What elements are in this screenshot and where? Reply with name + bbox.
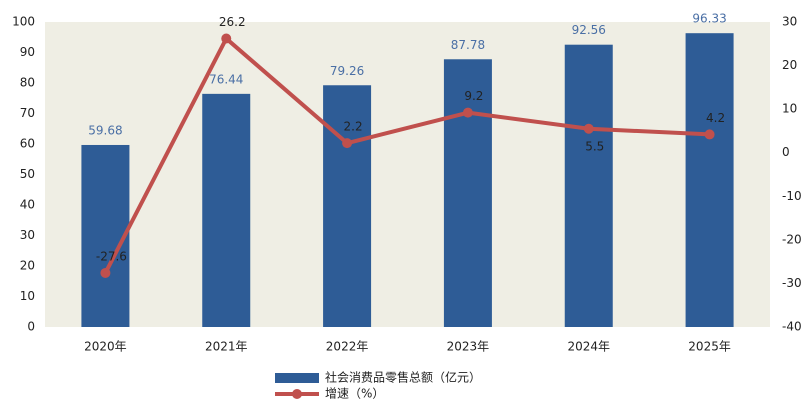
y2-tick-label: 10 [782, 102, 797, 116]
y2-tick-label: 20 [782, 58, 797, 72]
x-tick-label: 2023年 [447, 340, 490, 354]
bar [685, 33, 734, 327]
line-point [462, 107, 473, 118]
y2-tick-label: -40 [782, 320, 802, 334]
x-tick-label: 2021年 [205, 340, 248, 354]
x-tick-label: 2024年 [567, 340, 610, 354]
line-value-label: 4.2 [706, 111, 725, 125]
bar-value-label: 92.56 [572, 23, 606, 37]
plot-area [45, 22, 770, 327]
x-tick-label: 2020年 [84, 340, 127, 354]
y-tick-label: 0 [27, 320, 35, 334]
line-point [342, 138, 353, 149]
y2-tick-label: 30 [782, 15, 797, 29]
bar [323, 85, 372, 328]
legend-swatch [275, 373, 319, 383]
bar [443, 59, 492, 328]
y2-tick-label: -10 [782, 189, 802, 203]
y2-tick-label: -30 [782, 276, 802, 290]
y-tick-label: 20 [20, 259, 35, 273]
bar [202, 93, 251, 327]
y-tick-label: 70 [20, 106, 35, 120]
bar-value-label: 87.78 [451, 38, 485, 52]
x-tick-label: 2022年 [326, 340, 369, 354]
y-tick-label: 40 [20, 198, 35, 212]
legend-marker [292, 389, 302, 399]
legend-label: 社会消费品零售总额（亿元） [325, 370, 481, 385]
y-tick-label: 90 [20, 45, 35, 59]
y-tick-label: 80 [20, 76, 35, 90]
x-tick-label: 2025年 [688, 340, 731, 354]
growth-line [103, 36, 710, 274]
y2-tick-label: 0 [782, 145, 790, 159]
y2-tick-label: -20 [782, 232, 802, 246]
bar-value-label: 76.44 [209, 72, 243, 86]
line-point [100, 267, 111, 278]
y-tick-label: 30 [20, 228, 35, 242]
y-tick-label: 60 [20, 137, 35, 151]
line-value-label: 26.2 [219, 15, 246, 29]
line-value-label: 5.5 [585, 139, 604, 153]
bar [81, 144, 130, 327]
line-point [704, 129, 715, 140]
line-point [583, 123, 594, 134]
y-tick-label: 50 [20, 167, 35, 181]
bar-value-label: 96.33 [692, 12, 726, 26]
line-point [221, 33, 232, 44]
line-value-label: -27.6 [96, 249, 127, 263]
line-value-label: 2.2 [344, 120, 363, 134]
bar-value-label: 79.26 [330, 64, 364, 78]
bar [564, 44, 613, 327]
bar-value-label: 59.68 [88, 123, 122, 137]
legend-label: 增速（%） [325, 387, 384, 401]
line-value-label: 9.2 [464, 89, 483, 103]
y-tick-label: 10 [20, 289, 35, 303]
y-tick-label: 100 [12, 15, 35, 29]
